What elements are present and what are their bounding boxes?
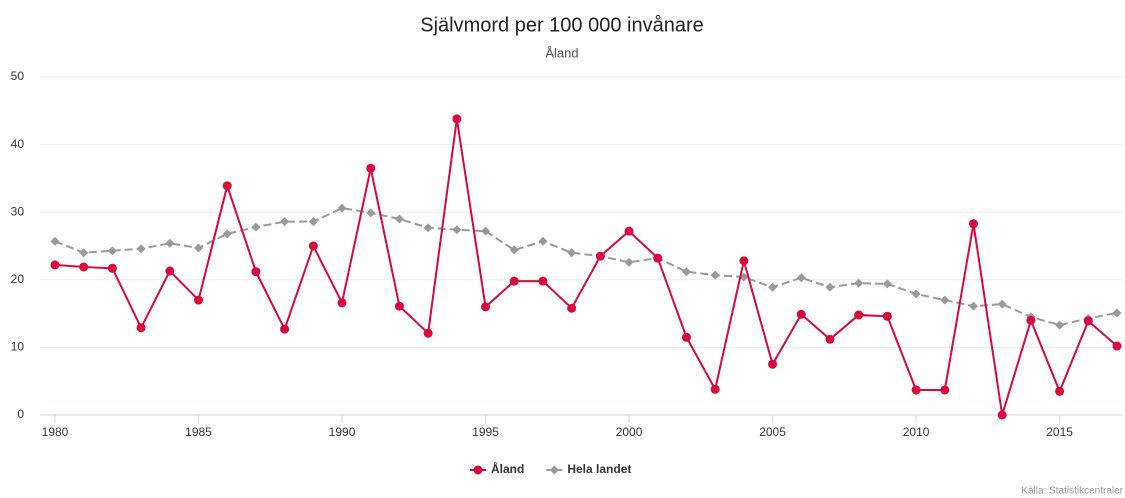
y-tick-label: 30 — [11, 204, 25, 218]
point — [968, 301, 978, 311]
point — [739, 256, 749, 266]
x-tick-label: 2005 — [759, 425, 786, 439]
chart-subtitle: Åland — [545, 45, 578, 60]
point — [882, 311, 892, 321]
point — [308, 217, 318, 227]
x-tick-label: 2000 — [616, 425, 643, 439]
point — [538, 276, 548, 286]
point — [768, 282, 778, 292]
x-tick-label: 1990 — [329, 425, 356, 439]
point — [366, 208, 376, 218]
point — [136, 323, 146, 333]
point — [1055, 320, 1065, 330]
point — [567, 248, 577, 258]
legend-label: Hela landet — [567, 462, 631, 476]
point — [796, 273, 806, 283]
point — [624, 257, 634, 267]
legend-marker — [473, 465, 483, 475]
point — [280, 217, 290, 227]
point — [1055, 386, 1065, 396]
point — [452, 114, 462, 124]
point — [107, 246, 117, 256]
point — [911, 289, 921, 299]
point — [50, 260, 60, 270]
point — [452, 225, 462, 235]
point — [481, 302, 491, 312]
point — [710, 384, 720, 394]
point — [280, 324, 290, 334]
legend-label: Åland — [491, 461, 524, 476]
point — [79, 262, 89, 272]
point — [1083, 316, 1093, 326]
point — [165, 238, 175, 248]
point — [194, 295, 204, 305]
y-tick-label: 0 — [17, 407, 24, 421]
point — [107, 263, 117, 273]
point — [624, 226, 634, 236]
series-line — [54, 207, 1118, 327]
x-tick-label: 2010 — [903, 425, 930, 439]
y-tick-label: 10 — [11, 340, 25, 354]
point — [854, 310, 864, 320]
y-tick-label: 20 — [11, 272, 25, 286]
point — [423, 223, 433, 233]
point — [136, 244, 146, 254]
point — [854, 278, 864, 288]
point — [825, 282, 835, 292]
point — [1112, 308, 1122, 318]
x-tick-label: 2015 — [1046, 425, 1073, 439]
point — [968, 219, 978, 229]
point — [50, 236, 60, 246]
point — [768, 359, 778, 369]
series-line — [54, 118, 1118, 416]
point — [681, 267, 691, 277]
point — [222, 181, 232, 191]
point — [394, 214, 404, 224]
point — [1112, 341, 1122, 351]
point — [194, 243, 204, 253]
y-tick-label: 50 — [11, 69, 25, 83]
point — [997, 410, 1007, 420]
point — [394, 301, 404, 311]
point — [79, 248, 89, 258]
point — [308, 241, 318, 251]
x-tick-label: 1995 — [472, 425, 499, 439]
point — [538, 236, 548, 246]
point — [911, 385, 921, 395]
legend-marker — [549, 465, 559, 475]
point — [653, 253, 663, 263]
point — [366, 163, 376, 173]
point — [825, 334, 835, 344]
point — [1026, 315, 1036, 325]
point — [481, 226, 491, 236]
point — [337, 298, 347, 308]
x-tick-label: 1980 — [42, 425, 69, 439]
point — [710, 270, 720, 280]
point — [251, 222, 261, 232]
point — [595, 251, 605, 261]
point — [940, 385, 950, 395]
y-tick-label: 40 — [11, 137, 25, 151]
point — [567, 303, 577, 313]
point — [509, 276, 519, 286]
point — [882, 279, 892, 289]
point — [423, 328, 433, 338]
point — [681, 332, 691, 342]
point — [251, 267, 261, 277]
point — [509, 245, 519, 255]
source: Källa: Statistikcentraler — [1021, 486, 1123, 497]
point — [222, 229, 232, 239]
point — [337, 203, 347, 213]
chart-title: Självmord per 100 000 invånare — [420, 14, 704, 36]
point — [165, 266, 175, 276]
point — [940, 295, 950, 305]
point — [997, 299, 1007, 309]
x-tick-label: 1985 — [185, 425, 212, 439]
point — [796, 309, 806, 319]
